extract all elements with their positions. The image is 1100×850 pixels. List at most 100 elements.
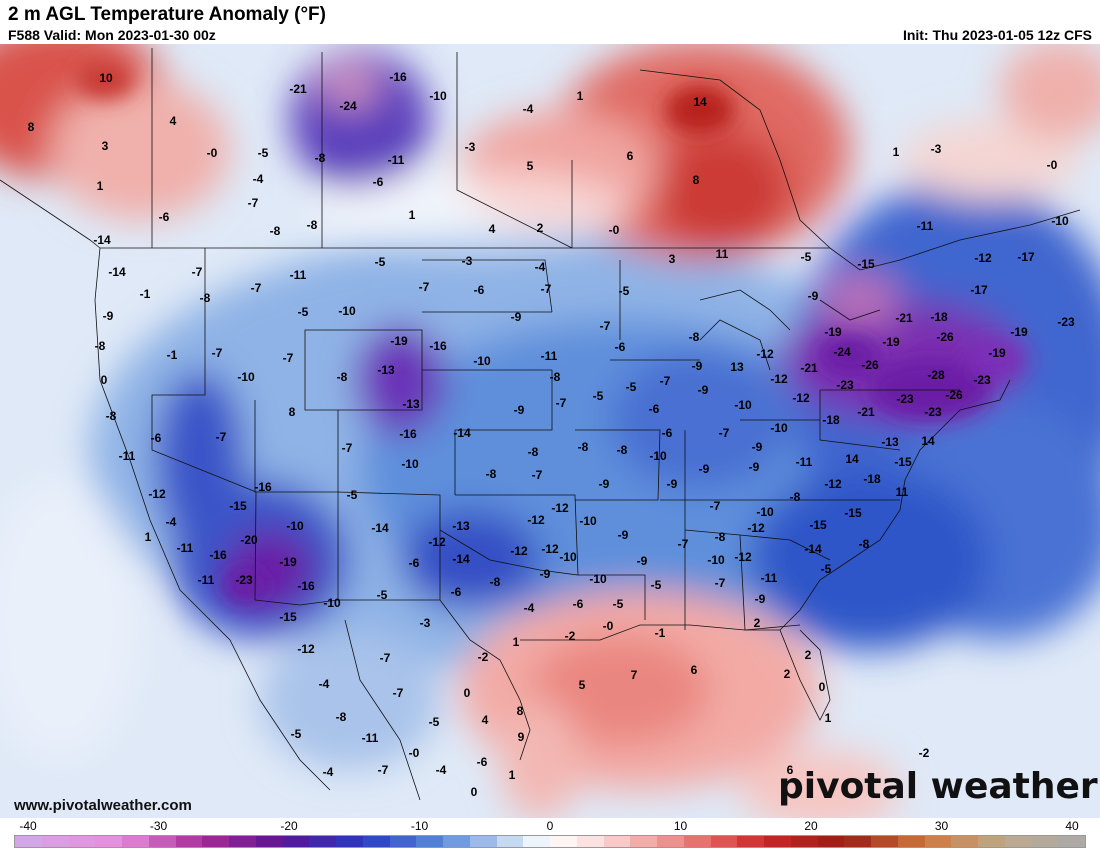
anomaly-label: 1 <box>509 768 516 782</box>
anomaly-label: -8 <box>790 490 801 504</box>
anomaly-label: -10 <box>429 89 447 103</box>
anomaly-label: -12 <box>297 642 315 656</box>
anomaly-label: 1 <box>97 179 104 193</box>
anomaly-label: 4 <box>170 114 177 128</box>
colorbar-cell <box>978 836 1005 847</box>
anomaly-label: -4 <box>319 677 330 691</box>
anomaly-label: 5 <box>579 678 586 692</box>
anomaly-label: -13 <box>452 519 470 533</box>
anomaly-label: -26 <box>861 358 879 372</box>
anomaly-label: -1 <box>655 626 666 640</box>
anomaly-label: -8 <box>337 370 348 384</box>
colorbar-cell <box>951 836 978 847</box>
colorbar-cell <box>790 836 818 847</box>
colorbar-cell <box>443 836 470 847</box>
colorbar-cell <box>362 836 390 847</box>
anomaly-label: -26 <box>936 330 954 344</box>
anomaly-label: -2 <box>919 746 930 760</box>
anomaly-label: -28 <box>927 368 945 382</box>
anomaly-label: -15 <box>894 455 912 469</box>
anomaly-label: -6 <box>649 402 660 416</box>
colorbar-cell <box>41 836 69 847</box>
anomaly-label: -4 <box>535 260 546 274</box>
anomaly-label: -14 <box>452 552 470 566</box>
anomaly-label: -9 <box>103 309 114 323</box>
anomaly-label: 4 <box>489 222 496 236</box>
anomaly-label: -10 <box>559 550 577 564</box>
anomaly-label: -8 <box>106 409 117 423</box>
colorbar-tick-label: 30 <box>934 819 949 833</box>
anomaly-label: 1 <box>145 530 152 544</box>
colorbar-cell <box>255 836 283 847</box>
anomaly-label: -8 <box>95 339 106 353</box>
anomaly-label: 5 <box>527 159 534 173</box>
anomaly-label: 8 <box>517 704 524 718</box>
anomaly-label: -23 <box>924 405 942 419</box>
anomaly-label: -8 <box>270 224 281 238</box>
anomaly-label: 2 <box>805 648 812 662</box>
anomaly-label: -14 <box>108 265 126 279</box>
anomaly-label: -21 <box>800 361 818 375</box>
anomaly-label: -23 <box>836 378 854 392</box>
anomaly-label: -16 <box>209 548 227 562</box>
colorbar-cell <box>202 836 229 847</box>
anomaly-label: -8 <box>307 218 318 232</box>
colorbar-tick-label: 40 <box>1065 819 1079 833</box>
anomaly-label: -5 <box>626 380 637 394</box>
colorbar-cell <box>710 836 738 847</box>
anomaly-label: -6 <box>451 585 462 599</box>
anomaly-label: -15 <box>844 506 862 520</box>
anomaly-label: -9 <box>808 289 819 303</box>
colorbar-cell <box>523 836 550 847</box>
anomaly-label: -21 <box>857 405 875 419</box>
colorbar-cell <box>95 836 122 847</box>
anomaly-label: 11 <box>716 247 729 261</box>
colorbar-tick-label: 0 <box>546 819 554 833</box>
anomaly-label: -10 <box>286 519 304 533</box>
website-url[interactable]: www.pivotalweather.com <box>14 797 192 814</box>
anomaly-label: 2 <box>784 667 791 681</box>
anomaly-label: -7 <box>532 468 543 482</box>
colorbar-cell <box>336 836 363 847</box>
anomaly-label: -21 <box>895 311 913 325</box>
anomaly-label: 3 <box>102 139 109 153</box>
colorbar-cell <box>122 836 149 847</box>
colorbar-cell <box>15 836 42 847</box>
anomaly-label: -9 <box>637 554 648 568</box>
anomaly-label: -23 <box>1057 315 1075 329</box>
anomaly-label: -18 <box>863 472 881 486</box>
anomaly-label: 2 <box>537 221 544 235</box>
colorbar-cell <box>603 836 631 847</box>
colorbar-cell <box>737 836 764 847</box>
anomaly-label: -5 <box>291 727 302 741</box>
anomaly-label: -12 <box>974 251 992 265</box>
anomaly-label: 6 <box>787 763 794 777</box>
anomaly-label: 1 <box>825 711 832 725</box>
anomaly-label: -7 <box>393 686 404 700</box>
anomaly-label: -12 <box>428 535 446 549</box>
anomaly-label: -4 <box>253 172 264 186</box>
colorbar-cell <box>309 836 336 847</box>
anomaly-label: -23 <box>973 373 991 387</box>
anomaly-label: -7 <box>719 426 730 440</box>
anomaly-label: -3 <box>931 142 942 156</box>
anomaly-label: -10 <box>237 370 255 384</box>
anomaly-label: -7 <box>248 196 259 210</box>
anomaly-label: -5 <box>801 250 812 264</box>
anomaly-label: 11 <box>896 485 909 499</box>
anomaly-label: -4 <box>323 765 334 779</box>
anomaly-label: -13 <box>377 363 395 377</box>
anomaly-label: -10 <box>649 449 667 463</box>
anomaly-label: -8 <box>486 467 497 481</box>
anomaly-label: -9 <box>514 403 525 417</box>
anomaly-label: -11 <box>198 573 215 587</box>
colorbar-cell <box>1031 836 1059 847</box>
anomaly-label: -8 <box>490 575 501 589</box>
anomaly-detail <box>75 60 1025 603</box>
anomaly-label: -9 <box>698 383 709 397</box>
map-title: 2 m AGL Temperature Anomaly (°F) <box>8 4 326 25</box>
borders <box>0 48 1081 801</box>
anomaly-label: 2 <box>754 616 761 630</box>
colorbar-tick-label: -10 <box>410 819 429 833</box>
